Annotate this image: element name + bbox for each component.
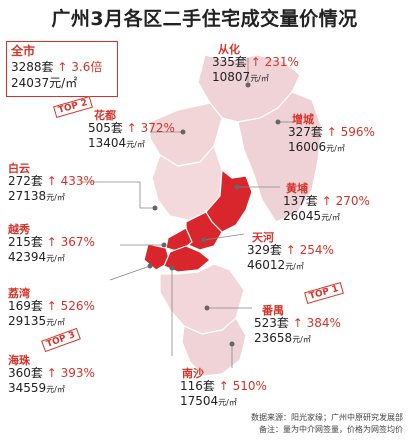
- source-note: 数据来源：阳光家缘；广州中原研究发展部: [251, 413, 403, 422]
- district-name-nansha: 南沙: [182, 367, 204, 380]
- citywide-price: 24037元/㎡: [11, 76, 78, 90]
- district-stat-tianhe: 329套 ↑ 254%: [247, 243, 334, 257]
- dot-tianhe: [201, 237, 207, 243]
- district-name-panyu: 番禺: [262, 304, 284, 317]
- district-stat-zengcheng: 327套 ↑ 596%: [288, 125, 375, 139]
- region-haizhu[interactable]: [163, 245, 211, 273]
- district-name-huangpu: 黄埔: [286, 182, 308, 195]
- district-price-conghua: 10807元/㎡: [212, 70, 269, 84]
- citywide-growth: ↑ 3.6倍: [57, 60, 103, 74]
- leader-baiyun: [80, 181, 155, 209]
- district-price-nansha: 17504元/㎡: [180, 394, 237, 408]
- leader-tianhe: [203, 233, 245, 241]
- district-name-huadu: 花都: [94, 109, 116, 122]
- district-name-haizhu: 海珠: [8, 354, 30, 367]
- citywide-summary: 全市 3288套 ↑ 3.6倍 24037元/㎡: [6, 41, 118, 97]
- district-name-baiyun: 白云: [8, 162, 30, 175]
- citywide-volume: 3288套: [11, 60, 54, 74]
- page-title: 广州3月各区二手住宅成交量价情况: [51, 8, 358, 30]
- district-price-zengcheng: 16006元/㎡: [288, 140, 345, 154]
- district-price-panyu: 23658元/㎡: [254, 331, 311, 345]
- district-name-conghua: 从化: [218, 43, 240, 56]
- district-price-haizhu: 34559元/㎡: [8, 381, 65, 395]
- dot-nansha: [229, 341, 235, 347]
- district-stat-yuexiu: 215套 ↑ 367%: [8, 235, 95, 249]
- dot-panyu: [204, 305, 210, 311]
- district-name-liwan: 荔湾: [8, 287, 30, 300]
- district-stat-huadu: 505套 ↑ 372%: [88, 121, 175, 135]
- district-name-yuexiu: 越秀: [8, 223, 30, 236]
- district-name-tianhe: 天河: [252, 231, 274, 244]
- district-stat-haizhu: 360套 ↑ 393%: [8, 366, 95, 380]
- dot-haizhu: [169, 265, 175, 271]
- district-price-tianhe: 46012元/㎡: [247, 258, 304, 272]
- dot-liwan: [147, 263, 153, 269]
- dot-huadu: [180, 129, 186, 135]
- dot-conghua: [245, 82, 251, 88]
- region-zengcheng[interactable]: [237, 91, 323, 223]
- district-stat-nansha: 116套 ↑ 510%: [180, 379, 267, 393]
- district-stat-liwan: 169套 ↑ 526%: [8, 299, 95, 313]
- dot-zengcheng: [275, 119, 281, 125]
- leader-liwan: [109, 265, 151, 281]
- region-huangpu[interactable]: [205, 169, 253, 233]
- district-stat-baiyun: 272套 ↑ 433%: [8, 174, 95, 188]
- dot-baiyun: [152, 205, 158, 211]
- region-liwan[interactable]: [143, 243, 171, 271]
- district-name-zengcheng: 增城: [292, 113, 314, 126]
- district-price-huadu: 13404元/㎡: [88, 136, 145, 150]
- district-price-yuexiu: 42394元/㎡: [8, 250, 65, 264]
- district-stat-panyu: 523套 ↑ 384%: [254, 316, 341, 330]
- region-nansha[interactable]: [181, 317, 247, 377]
- dot-yuexiu: [161, 242, 167, 248]
- district-price-liwan: 29135元/㎡: [8, 314, 65, 328]
- district-stat-huangpu: 137套 ↑ 270%: [283, 194, 370, 208]
- dot-huangpu: [234, 184, 240, 190]
- district-stat-conghua: 335套 ↑ 231%: [212, 55, 299, 69]
- remark-note: 备注：量为中介网签量，价格为网签均价: [259, 425, 403, 434]
- district-price-baiyun: 27138元/㎡: [8, 189, 65, 203]
- citywide-label: 全市: [11, 44, 36, 58]
- district-price-huangpu: 26045元/㎡: [283, 209, 340, 223]
